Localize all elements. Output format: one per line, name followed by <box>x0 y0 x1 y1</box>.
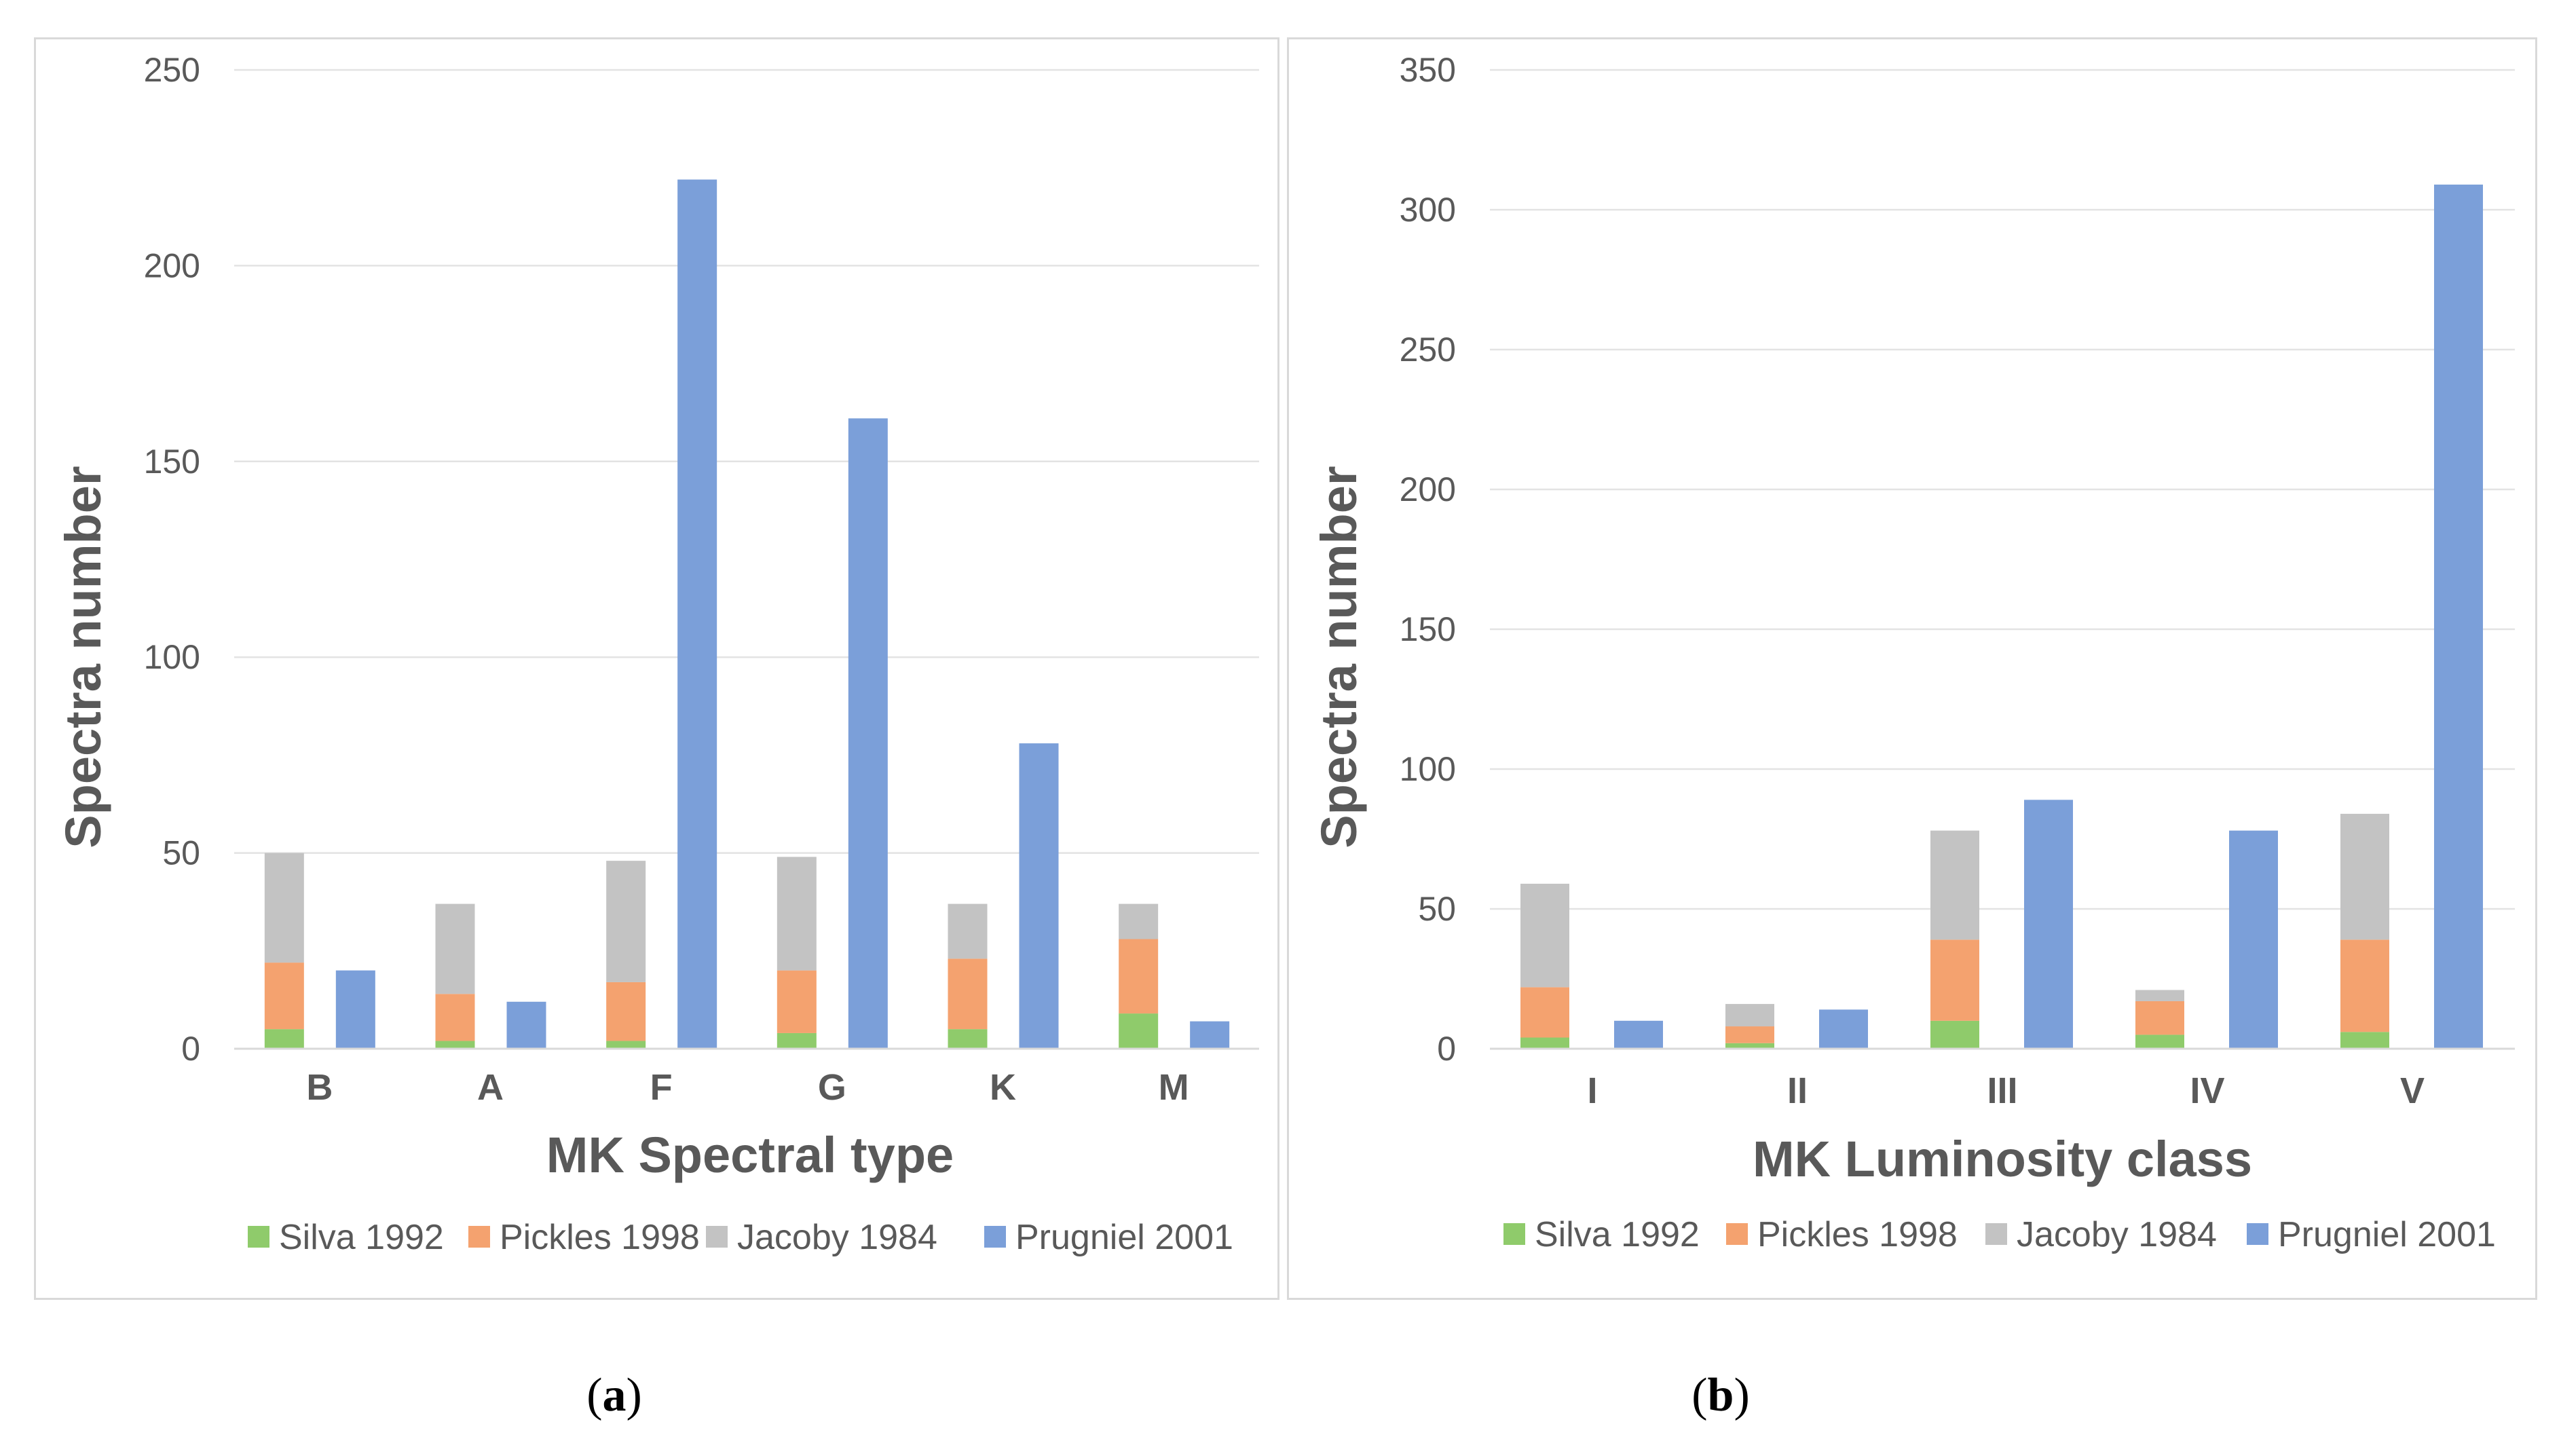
chart-a-legend-label: Pickles 1998 <box>500 1218 700 1257</box>
chart-b-legend-label: Jacoby 1984 <box>2017 1215 2217 1254</box>
chart-a-bar-jacoby-G <box>777 857 817 971</box>
chart-b-y-tick-label: 100 <box>1400 750 1456 788</box>
chart-a-bar-pickles-M <box>1119 939 1159 1014</box>
chart-a-legend-swatch-pickles <box>468 1226 490 1248</box>
chart-b-legend-label: Pickles 1998 <box>1757 1215 1958 1254</box>
chart-a-x-tick-label: A <box>477 1067 504 1108</box>
chart-a-bar-prugniel-K <box>1019 743 1059 1049</box>
chart-a-bar-pickles-A <box>435 994 475 1041</box>
chart-b-x-tick-label: I <box>1587 1070 1597 1111</box>
chart-a-bar-pickles-K <box>948 958 988 1030</box>
chart-a-y-tick-label: 50 <box>162 834 200 872</box>
chart-a-x-tick-label: B <box>306 1067 333 1108</box>
chart-b-y-tick-label: 250 <box>1400 331 1456 369</box>
chart-b-bar-prugniel-IV <box>2229 830 2278 1049</box>
chart-a-bar-pickles-G <box>777 970 817 1033</box>
chart-b-bar-silva-II <box>1725 1043 1774 1049</box>
chart-a-x-tick-label: G <box>818 1067 846 1108</box>
chart-a-legend-swatch-silva <box>248 1226 269 1248</box>
chart-a-y-tick-label: 150 <box>144 443 200 481</box>
chart-a-bar-prugniel-B <box>335 970 375 1049</box>
chart-b-bar-jacoby-I <box>1520 883 1569 988</box>
chart-a-marks: 0 50 100 150 200 250 B A F G K M Silva 1992 Pickles 1… <box>144 51 1259 1257</box>
chart-b-y-tick-label: 200 <box>1400 470 1456 508</box>
chart-a-bar-prugniel-M <box>1190 1021 1230 1049</box>
chart-b-legend-swatch-pickles <box>1726 1223 1748 1245</box>
chart-a-bar-jacoby-A <box>435 903 475 994</box>
chart-a-y-tick-label: 0 <box>181 1030 200 1068</box>
chart-a-bar-silva-G <box>777 1032 817 1049</box>
chart-a-bar-silva-K <box>948 1029 988 1049</box>
chart-b-bar-pickles-IV <box>2135 1001 2184 1035</box>
chart-b-bar-prugniel-V <box>2434 184 2483 1049</box>
chart-a-bar-jacoby-F <box>606 861 646 982</box>
chart-b-legend-swatch-prugniel <box>2247 1223 2268 1245</box>
chart-a-bar-prugniel-A <box>506 1001 546 1049</box>
chart-a-x-tick-label: F <box>650 1067 673 1108</box>
chart-b-bar-silva-V <box>2340 1032 2389 1049</box>
chart-a-bar-silva-B <box>264 1029 304 1049</box>
chart-a-bar-jacoby-M <box>1119 903 1159 939</box>
chart-b-bar-jacoby-III <box>1930 830 1979 940</box>
chart-a-legend-label: Silva 1992 <box>279 1218 444 1257</box>
chart-b-bar-silva-III <box>1930 1020 1979 1049</box>
chart-b-bar-jacoby-IV <box>2135 990 2184 1001</box>
chart-a-bar-jacoby-K <box>948 903 988 959</box>
chart-a-legend-label: Jacoby 1984 <box>737 1218 937 1257</box>
chart-panel-a <box>34 37 1279 1300</box>
chart-b-bar-prugniel-III <box>2024 800 2073 1049</box>
chart-b-y-tick-label: 350 <box>1400 51 1456 89</box>
chart-b-x-tick-label: V <box>2400 1070 2425 1111</box>
chart-b-legend-swatch-jacoby <box>1985 1223 2007 1245</box>
chart-a-y-axis-title: Spectra number <box>55 466 111 848</box>
chart-a-legend-label: Prugniel 2001 <box>1015 1218 1233 1257</box>
chart-a-bar-pickles-B <box>264 963 304 1030</box>
chart-b-bar-jacoby-V <box>2340 813 2389 940</box>
chart-a-bar-jacoby-B <box>264 853 304 963</box>
chart-b-y-tick-label: 0 <box>1437 1030 1456 1068</box>
chart-a-bar-pickles-F <box>606 982 646 1041</box>
chart-b-bar-silva-I <box>1520 1037 1569 1049</box>
chart-b-legend-label: Silva 1992 <box>1535 1215 1700 1254</box>
chart-b-bar-pickles-V <box>2340 939 2389 1032</box>
chart-a-bar-silva-F <box>606 1041 646 1049</box>
chart-b-bar-pickles-III <box>1930 939 1979 1021</box>
chart-a-bar-silva-M <box>1119 1013 1159 1049</box>
chart-b-bar-silva-IV <box>2135 1034 2184 1049</box>
chart-a-bar-silva-A <box>435 1041 475 1049</box>
caption-b: (b) <box>1691 1369 1750 1421</box>
chart-b-y-tick-label: 300 <box>1400 191 1456 229</box>
chart-b-x-tick-label: II <box>1787 1070 1808 1111</box>
chart-a-y-tick-label: 200 <box>144 246 200 284</box>
chart-a-bar-prugniel-G <box>848 418 888 1049</box>
chart-b-x-tick-label: IV <box>2190 1070 2224 1111</box>
chart-b-y-axis-title: Spectra number <box>1311 466 1367 848</box>
chart-a-bar-prugniel-F <box>677 179 717 1049</box>
chart-b-y-tick-label: 150 <box>1400 610 1456 648</box>
chart-a-legend-swatch-jacoby <box>706 1226 728 1248</box>
chart-a-x-axis-title: MK Spectral type <box>546 1127 954 1183</box>
chart-b-bar-pickles-I <box>1520 987 1569 1038</box>
chart-a-y-tick-label: 250 <box>144 51 200 89</box>
chart-b-legend-label: Prugniel 2001 <box>2278 1215 2496 1254</box>
chart-a-y-tick-label: 100 <box>144 638 200 676</box>
chart-a-x-tick-label: K <box>990 1067 1016 1108</box>
chart-panel-b <box>1287 37 2537 1300</box>
chart-b-bar-prugniel-I <box>1614 1020 1663 1049</box>
chart-b-x-tick-label: III <box>1987 1070 2017 1111</box>
chart-a-x-tick-label: M <box>1159 1067 1189 1108</box>
chart-b-bar-pickles-II <box>1725 1026 1774 1043</box>
chart-b-legend-swatch-silva <box>1503 1223 1525 1245</box>
chart-b-x-axis-title: MK Luminosity class <box>1753 1131 2252 1187</box>
chart-b-bar-jacoby-II <box>1725 1004 1774 1027</box>
chart-b-y-tick-label: 50 <box>1418 890 1456 928</box>
chart-b-bar-prugniel-II <box>1819 1009 1868 1049</box>
chart-a-legend-swatch-prugniel <box>984 1226 1006 1248</box>
caption-a: (a) <box>586 1369 642 1421</box>
